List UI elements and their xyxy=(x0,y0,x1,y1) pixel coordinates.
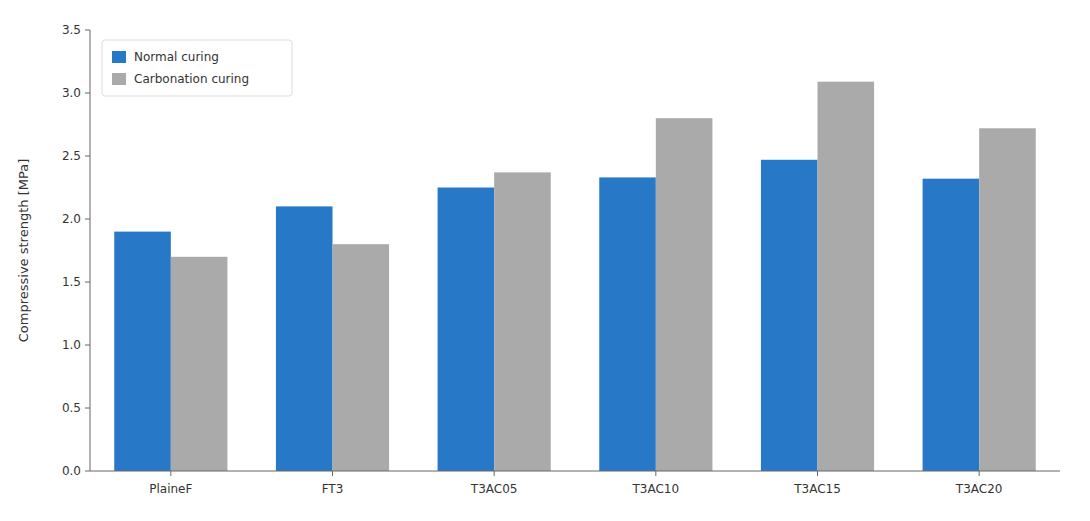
y-tick xyxy=(85,219,90,220)
y-axis-line xyxy=(90,30,91,471)
y-axis: 0.0 0.5 1.0 1.5 2.0 2.5 3.0 3.5 xyxy=(62,23,90,478)
bar xyxy=(276,206,333,471)
x-tick xyxy=(332,471,333,476)
y-axis-label: Compressive strength [MPa] xyxy=(16,159,31,342)
x-axis-line xyxy=(90,471,1060,472)
y-tick-label: 3.5 xyxy=(62,23,81,37)
legend-swatch xyxy=(112,73,126,85)
bar xyxy=(599,177,656,471)
bar xyxy=(761,160,818,471)
y-tick-label: 3.0 xyxy=(62,86,81,100)
x-tick-label: T3AC10 xyxy=(632,482,680,496)
bar xyxy=(979,128,1036,471)
y-tick xyxy=(85,345,90,346)
bars xyxy=(114,82,1036,471)
x-tick-label: T3AC20 xyxy=(955,482,1003,496)
chart-svg: 0.0 0.5 1.0 1.5 2.0 2.5 3.0 3.5 Compressive stre… xyxy=(0,0,1090,521)
legend: Normal curing Carbonation curing xyxy=(102,40,292,96)
y-tick xyxy=(85,156,90,157)
x-tick xyxy=(979,471,980,476)
x-axis: PlaineF FT3 T3AC05 T3AC10 T3AC15 T3AC20 xyxy=(149,471,1002,496)
chart-container: 0.0 0.5 1.0 1.5 2.0 2.5 3.0 3.5 Compressive stre… xyxy=(0,0,1090,521)
x-tick xyxy=(494,471,495,476)
x-tick xyxy=(655,471,656,476)
x-tick xyxy=(170,471,171,476)
legend-box xyxy=(102,40,292,96)
x-tick-label: T3AC05 xyxy=(470,482,518,496)
y-tick-label: 0.5 xyxy=(62,401,81,415)
bar xyxy=(114,232,171,471)
y-tick-label: 2.0 xyxy=(62,212,81,226)
bar xyxy=(171,257,228,471)
legend-swatch xyxy=(112,51,126,63)
legend-label: Carbonation curing xyxy=(134,72,249,86)
bar xyxy=(494,172,551,471)
y-tick-label: 1.0 xyxy=(62,338,81,352)
x-tick-label: FT3 xyxy=(322,482,344,496)
legend-label: Normal curing xyxy=(134,50,219,64)
x-tick-label: PlaineF xyxy=(149,482,192,496)
x-tick-label: T3AC15 xyxy=(793,482,841,496)
bar xyxy=(818,82,875,471)
bar xyxy=(438,188,495,472)
y-tick xyxy=(85,408,90,409)
x-tick xyxy=(817,471,818,476)
y-tick-label: 2.5 xyxy=(62,149,81,163)
bar xyxy=(923,179,980,471)
y-tick xyxy=(85,30,90,31)
y-tick-label: 0.0 xyxy=(62,464,81,478)
bar xyxy=(333,244,390,471)
y-tick xyxy=(85,282,90,283)
bar xyxy=(656,118,713,471)
y-tick xyxy=(85,471,90,472)
y-tick-label: 1.5 xyxy=(62,275,81,289)
y-tick xyxy=(85,93,90,94)
